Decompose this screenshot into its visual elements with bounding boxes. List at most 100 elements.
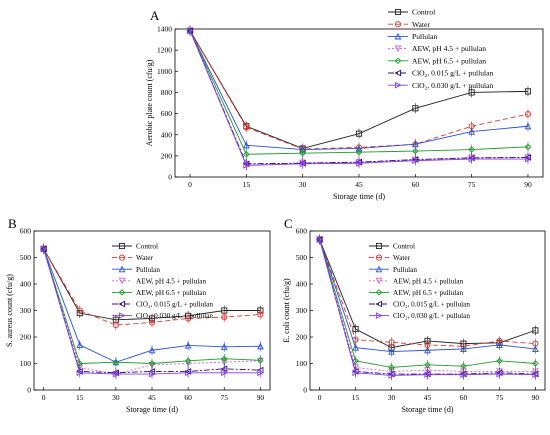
series-7 <box>316 234 540 381</box>
y-tick-label: 800 <box>161 88 173 97</box>
data-point <box>352 369 360 377</box>
legend: Control Water Pullulan AEW, pH 4.5 + pullul… <box>112 242 213 320</box>
legend-label: Pullulan <box>412 32 438 41</box>
data-point <box>148 319 156 326</box>
y-tick-label: 400 <box>20 280 32 289</box>
legend-label: AEW, pH 6.5 + pullulan <box>136 289 206 297</box>
data-point <box>148 346 156 354</box>
data-point <box>243 124 250 131</box>
y-tick-label: 300 <box>296 306 308 315</box>
data-point <box>221 314 228 321</box>
legend-marker <box>118 265 126 273</box>
data-point <box>355 148 363 156</box>
y-tick-label: 400 <box>296 280 308 289</box>
data-point <box>412 157 419 164</box>
legend-label: AEW, pH 6.5 + pullulan <box>393 289 463 297</box>
series-3 <box>316 234 539 357</box>
legend-marker <box>394 45 402 53</box>
data-point <box>460 345 467 352</box>
legend-label: ClO₂, 0.015 g/L + pullulan <box>393 301 470 309</box>
data-point <box>424 346 431 354</box>
x-tick-label: 0 <box>42 393 46 402</box>
data-point <box>524 143 532 151</box>
x-tick-label: 90 <box>524 180 532 189</box>
y-tick-label: 600 <box>161 109 173 118</box>
x-tick-label: 30 <box>388 393 396 402</box>
series-7 <box>40 243 264 380</box>
y-tick-label: 1200 <box>157 46 172 55</box>
data-point <box>468 89 475 96</box>
y-tick-label: 0 <box>303 386 307 395</box>
data-point <box>299 160 307 168</box>
legend-label: AEW, pH 4.5 + pullulan <box>393 277 463 285</box>
legend-marker <box>118 300 126 308</box>
data-point <box>257 369 264 377</box>
data-point <box>257 342 264 350</box>
legend: Control Water Pullulan AEW, pH 4.5 + pullul… <box>388 8 494 90</box>
x-tick-label: 75 <box>496 393 504 402</box>
legend-label: Water <box>136 254 154 262</box>
x-tick-label: 15 <box>76 393 84 402</box>
legend-marker <box>375 254 383 261</box>
x-tick-label: 75 <box>220 393 228 402</box>
data-point <box>496 370 504 378</box>
legend-label: Control <box>412 8 435 17</box>
y-tick-label: 0 <box>27 386 31 395</box>
y-tick-label: 100 <box>20 359 32 368</box>
x-tick-label: 90 <box>257 393 265 402</box>
legend-label: Water <box>393 254 411 262</box>
data-point <box>412 147 419 155</box>
data-point <box>468 146 475 153</box>
legend-marker <box>118 289 126 296</box>
panel-label: A <box>150 8 160 23</box>
legend-marker <box>375 312 383 319</box>
data-point <box>243 151 250 158</box>
data-point <box>388 347 395 355</box>
series-5 <box>186 25 532 160</box>
data-point <box>352 357 359 365</box>
data-point <box>468 127 475 135</box>
legend: Control Water Pullulan AEW, pH 4.5 + pullul… <box>369 243 470 320</box>
y-tick-label: 500 <box>20 253 32 262</box>
data-point <box>148 370 156 378</box>
y-axis-label: S. aureus count (cfu/g) <box>5 274 14 347</box>
legend-label: AEW, pH 4.5 + pullulan <box>136 277 206 285</box>
legend-label: Pullulan <box>393 266 417 274</box>
data-point <box>352 326 359 333</box>
y-tick-label: 600 <box>20 227 32 236</box>
legend-marker <box>118 277 126 285</box>
x-tick-label: 60 <box>412 180 420 189</box>
legend-label: AEW, pH 6.5 + pullulan <box>412 56 486 65</box>
panel-label: B <box>8 216 17 231</box>
legend-marker <box>394 57 402 65</box>
y-axis-label: Aerobic plate count (cfu/g) <box>145 59 154 146</box>
legend-marker <box>118 242 126 250</box>
data-point <box>524 88 532 95</box>
x-tick-label: 60 <box>460 393 468 402</box>
data-point <box>460 371 468 378</box>
data-point <box>76 341 84 348</box>
data-point <box>299 149 306 157</box>
legend-label: ClO₂, 0.030 g/L + pullulan <box>136 312 213 320</box>
data-point <box>243 141 250 149</box>
legend-marker <box>375 289 383 296</box>
y-tick-label: 500 <box>296 253 308 262</box>
data-point <box>185 369 192 377</box>
legend-label: Control <box>136 243 158 251</box>
data-point <box>40 245 48 253</box>
legend-label: Control <box>393 243 415 251</box>
legend-label: Water <box>412 20 430 29</box>
legend-marker <box>375 265 383 273</box>
data-point <box>524 122 532 130</box>
legend-label: ClO₂, 0.030 g/L + pullulan <box>393 312 470 320</box>
y-tick-label: 100 <box>296 359 308 368</box>
data-point <box>355 159 363 167</box>
data-point <box>532 368 539 376</box>
x-tick-label: 15 <box>352 393 360 402</box>
legend-marker <box>118 254 126 261</box>
legend-marker <box>394 81 402 89</box>
legend-label: ClO₂, 0.015 g/L + pullulan <box>412 69 494 78</box>
data-point <box>186 27 194 34</box>
data-point <box>220 343 228 350</box>
